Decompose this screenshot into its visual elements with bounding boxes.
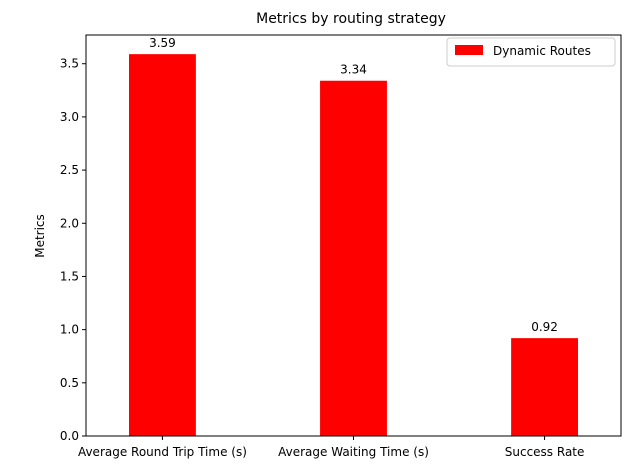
legend: Dynamic Routes — [446, 37, 616, 67]
chart-title: Metrics by routing strategy — [256, 11, 446, 27]
plot-area-frame — [85, 34, 622, 437]
bar — [128, 54, 196, 437]
y-tick-label: 3.5 — [60, 57, 79, 71]
legend-label: Dynamic Routes — [493, 44, 591, 58]
y-tick-label: 1.0 — [60, 323, 79, 337]
y-tick-label: 0.0 — [60, 429, 79, 443]
y-tick-label: 1.5 — [60, 269, 79, 283]
y-tick-label: 3.0 — [60, 110, 79, 124]
y-tick-label: 2.0 — [60, 216, 79, 230]
x-tick-label: Average Round Trip Time (s) — [78, 445, 247, 459]
bar-series — [128, 54, 579, 437]
data-labels: 3.59 3.34 0.92 — [149, 36, 558, 334]
y-tick-label: 2.5 — [60, 163, 79, 177]
legend-swatch — [455, 45, 483, 55]
x-tick-label: Success Rate — [505, 445, 585, 459]
y-axis-label: Metrics — [33, 214, 47, 258]
x-axis-ticks: Average Round Trip Time (s) Average Waiti… — [78, 436, 584, 459]
legend-box — [446, 37, 616, 67]
y-axis-ticks: 0.0 0.5 1.0 1.5 2.0 2.5 3.0 3.5 — [60, 57, 86, 443]
x-tick-label: Average Waiting Time (s) — [278, 445, 429, 459]
bar-value-label: 3.34 — [340, 63, 367, 77]
bar-value-label: 3.59 — [149, 36, 176, 50]
bar-value-label: 0.92 — [531, 320, 558, 334]
bar — [511, 338, 579, 436]
bar — [320, 80, 387, 437]
y-tick-label: 0.5 — [60, 376, 79, 390]
